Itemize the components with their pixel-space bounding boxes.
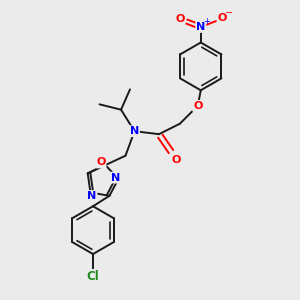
Text: N: N xyxy=(87,191,97,201)
Text: O: O xyxy=(171,154,181,165)
Text: N: N xyxy=(111,172,120,183)
Text: O: O xyxy=(193,101,203,111)
Text: O: O xyxy=(96,158,106,167)
Text: O: O xyxy=(175,14,184,24)
Text: N: N xyxy=(130,126,139,136)
Text: +: + xyxy=(203,16,210,26)
Text: O: O xyxy=(218,13,227,23)
Text: Cl: Cl xyxy=(87,270,99,283)
Text: N: N xyxy=(196,22,206,32)
Text: −: − xyxy=(225,8,233,18)
